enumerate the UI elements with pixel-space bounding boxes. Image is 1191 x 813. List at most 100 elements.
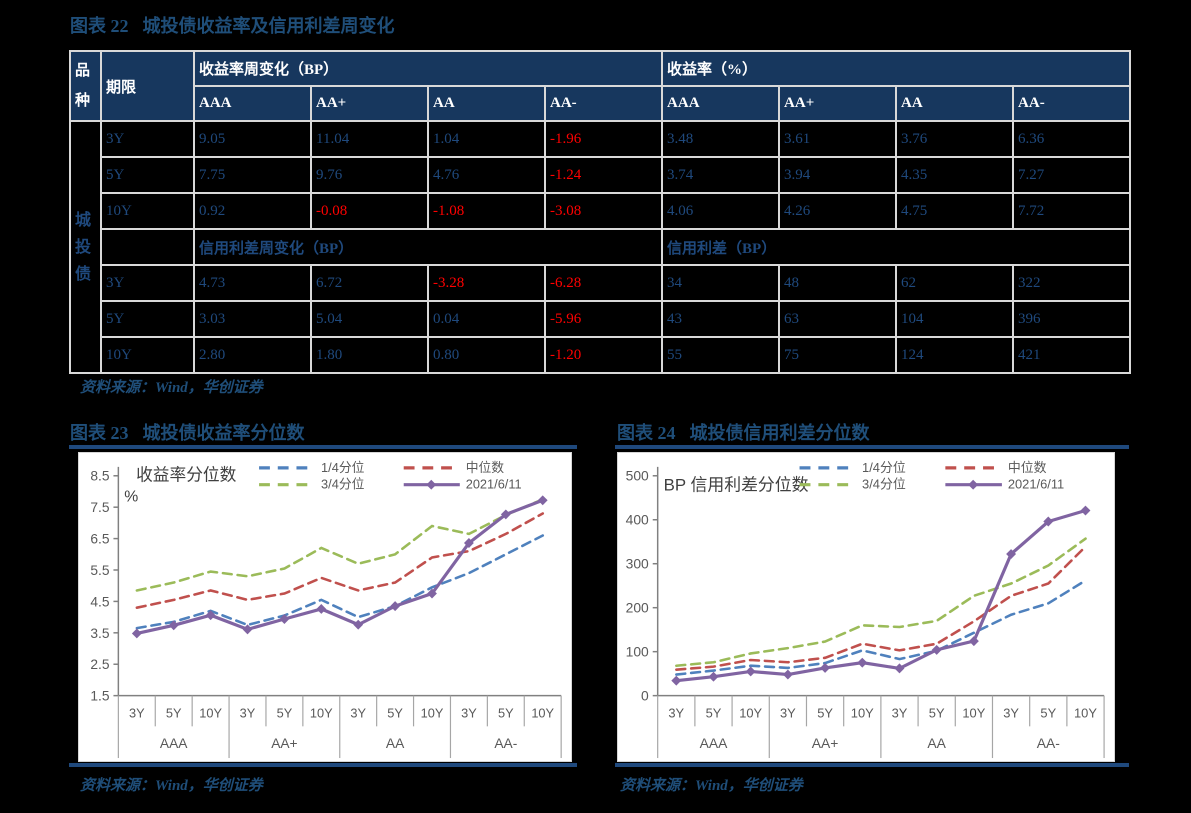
legend-label: 1/4分位 [321, 460, 365, 475]
rating-header-cell: AA+ [778, 85, 898, 122]
data-point-marker [1080, 505, 1091, 516]
term-cell: 3Y [100, 120, 195, 158]
group-label: AAA [160, 735, 188, 751]
table-value-cell: 62 [895, 264, 1015, 302]
table-row: 10Y 2.80 1.80 0.80 -1.20 55 75 124 421 [70, 336, 1132, 374]
rating-header-cell: AAA [661, 85, 781, 122]
group-label: AA+ [271, 735, 297, 751]
series-line-2021/6/11 [135, 498, 545, 636]
data-point-marker [427, 588, 437, 599]
data-point-marker [820, 662, 831, 673]
y-tick-label: 7.5 [90, 499, 109, 515]
group-label: AAA [700, 735, 729, 751]
table-value-cell: 5.04 [310, 300, 429, 338]
data-point-marker [131, 628, 142, 639]
rating-header-cell: AA [427, 85, 546, 122]
table-value-cell: 3.61 [778, 120, 898, 158]
term-label: 3Y [780, 705, 796, 720]
y-tick-label: 2.5 [90, 656, 109, 672]
table-value-cell: 104 [895, 300, 1015, 338]
rating-header-cell: AA [895, 85, 1015, 122]
term-label: 3Y [892, 705, 908, 720]
section1-left-header: 收益率周变化（BP） [192, 50, 664, 87]
data-point-marker [708, 671, 719, 682]
section2-left-header: 信用利差周变化（BP） [192, 228, 664, 266]
term-label: 10Y [851, 705, 874, 720]
species-header-cell: 品种 [69, 50, 102, 122]
term-label: 5Y [498, 705, 514, 720]
table-value-cell: 75 [778, 336, 898, 374]
data-point-marker [390, 601, 401, 612]
term-header-cell: 期限 [100, 50, 195, 122]
figure23-title: 图表 23 城投债收益率分位数 [70, 419, 305, 445]
data-point-marker [537, 495, 548, 506]
legend-label: 中位数 [1008, 460, 1047, 475]
table-value-cell: 396 [1012, 300, 1132, 338]
term-label: 10Y [739, 705, 762, 720]
table-value-cell: 4.26 [778, 192, 898, 230]
group-label: AA- [494, 735, 517, 751]
data-point-marker [857, 657, 868, 668]
table-row: 5Y 3.03 5.04 0.04 -5.96 43 63 104 396 [70, 300, 1132, 338]
yield-percentile-chart: 8.5 7.5 6.5 5.5 4.5 3.5 2.5 1.5 3Y 5Y 10Y 3Y 5Y 10Y 3Y… [90, 460, 562, 759]
figure23-title-rule [69, 445, 577, 449]
figure22-title-text: 城投债收益率及信用利差周变化 [142, 16, 395, 36]
table-value-cell: -3.28 [427, 264, 546, 302]
term-label: 10Y [199, 705, 222, 720]
rating-header-cell: AA+ [310, 85, 429, 122]
table-value-cell: 3.76 [895, 120, 1015, 158]
rating-header-cell: AA- [543, 85, 664, 122]
group-label: AA [927, 735, 946, 751]
figure23-title-text: 城投债收益率分位数 [142, 423, 305, 443]
table-value-cell: 3.74 [661, 156, 781, 194]
y-tick-label: 100 [626, 644, 649, 660]
chart-inner-title: 收益率分位数 [136, 466, 237, 485]
table-value-cell: 421 [1012, 336, 1132, 374]
table-value-cell: 4.06 [661, 192, 781, 230]
term-label: 3Y [461, 705, 477, 720]
section2-header-row: 信用利差周变化（BP） 信用利差（BP） [70, 228, 1132, 266]
figure24-title: 图表 24 城投债信用利差分位数 [617, 419, 870, 445]
table-value-cell: 4.76 [427, 156, 546, 194]
table-value-cell: 0.04 [427, 300, 546, 338]
term-label: 10Y [310, 705, 333, 720]
legend-label: 2021/6/11 [1008, 477, 1064, 492]
figure23-bottom-rule [69, 763, 577, 767]
table-value-cell: 7.27 [1012, 156, 1132, 194]
term-label: 10Y [962, 705, 985, 720]
term-label: 5Y [706, 705, 722, 720]
table-value-cell: 4.35 [895, 156, 1015, 194]
y-tick-label: 5.5 [90, 562, 109, 578]
table-value-cell: 48 [778, 264, 898, 302]
table-value-cell: 55 [661, 336, 781, 374]
table-value-cell: 9.76 [310, 156, 429, 194]
table-value-cell: -1.24 [543, 156, 664, 194]
term-label: 10Y [421, 705, 444, 720]
figure24-title-text: 城投债信用利差分位数 [689, 423, 870, 443]
legend-label: 3/4分位 [321, 477, 365, 492]
y-tick-label: 0 [641, 688, 649, 704]
table-value-cell: -0.08 [310, 192, 429, 230]
table-value-cell: 7.75 [193, 156, 312, 194]
data-point-marker [745, 666, 756, 677]
table-value-cell: -5.96 [543, 300, 664, 338]
series-line-2021/6/11 [674, 508, 1088, 683]
table-row: 5Y 7.75 9.76 4.76 -1.24 3.74 3.94 4.35 7.27 [70, 156, 1132, 194]
term-cell: 10Y [100, 192, 195, 230]
spread-percentile-chart-panel: 500 400 300 200 100 0 3Y 5Y 10Y 3Y 5Y 10Y 3Y 5Y 10Y 3Y 5… [617, 452, 1115, 762]
y-tick-label: 4.5 [90, 593, 109, 609]
term-label: 3Y [350, 705, 366, 720]
species-cell: 城投债 [69, 120, 102, 374]
table-value-cell: 2.80 [193, 336, 312, 374]
table-value-cell: 0.80 [427, 336, 546, 374]
term-cell: 5Y [100, 300, 195, 338]
table-value-cell: 11.04 [310, 120, 429, 158]
table-row: 10Y 0.92 -0.08 -1.08 -3.08 4.06 4.26 4.75 7.72 [70, 192, 1132, 230]
term-cell: 3Y [100, 264, 195, 302]
term-label: 5Y [277, 705, 293, 720]
bond-yield-spread-table: 品种 期限 收益率周变化（BP） 收益率（%） AAA AA+ AA AA- AAA AA+… [69, 50, 1132, 374]
table-value-cell: 34 [661, 264, 781, 302]
data-point-marker [168, 620, 179, 631]
table-value-cell: 124 [895, 336, 1015, 374]
series-line-中位数 [135, 512, 545, 609]
